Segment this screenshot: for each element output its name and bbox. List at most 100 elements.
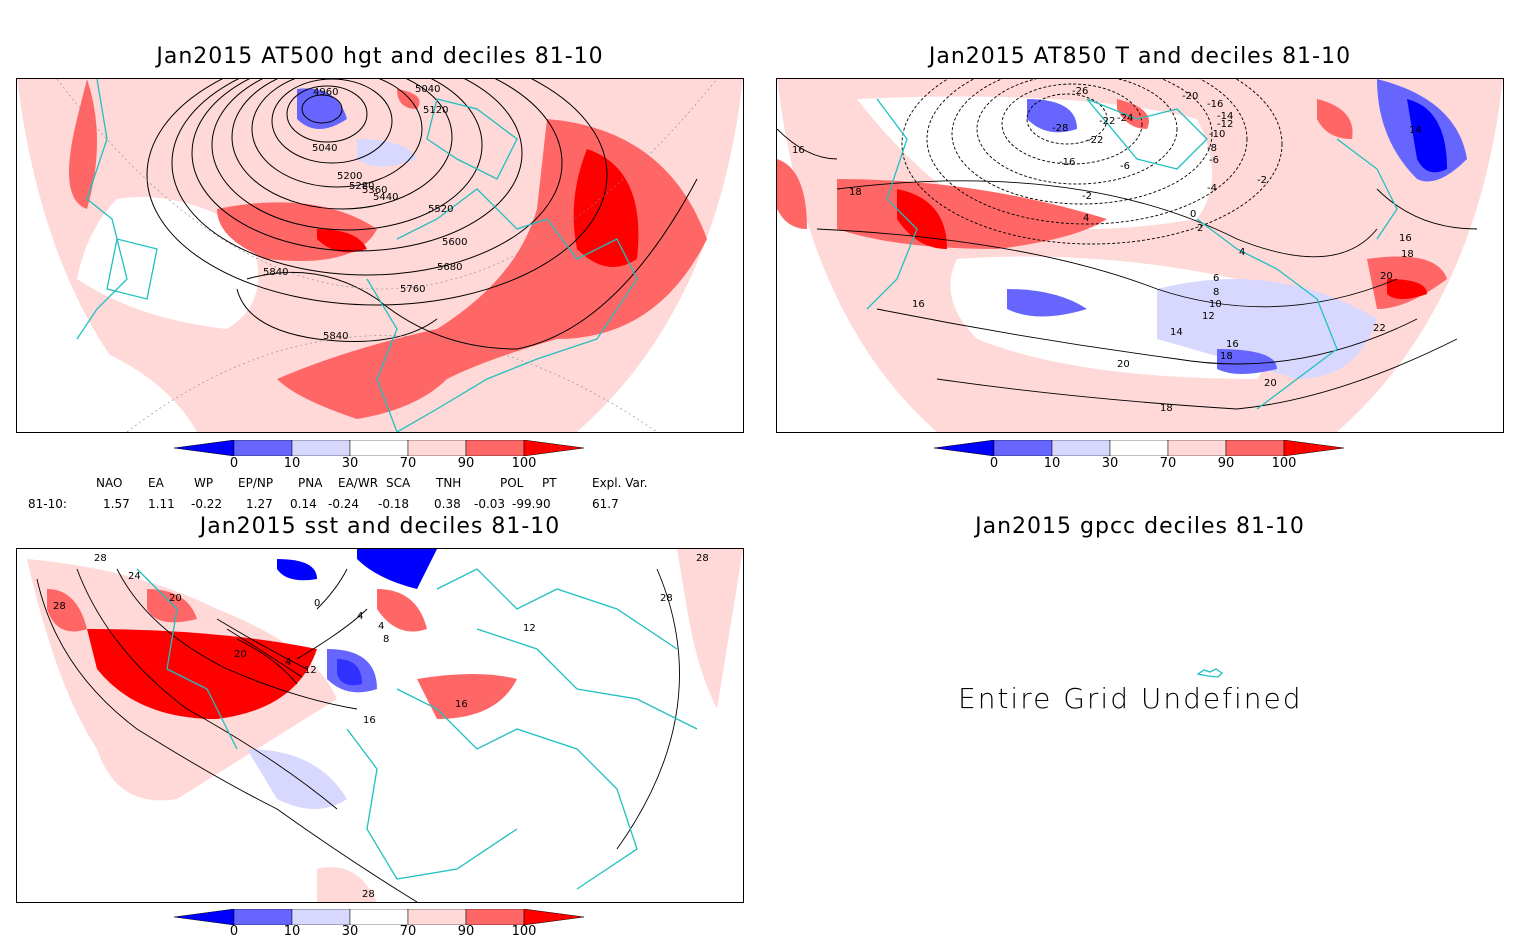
contour-label: 16 [363,715,376,726]
contour-label: 16 [1226,339,1239,350]
colorbar-label: 90 [457,456,475,471]
index-value: 1.27 [246,497,273,511]
colorbar-label: 70 [1159,456,1177,471]
contour-label: 5840 [323,331,348,342]
map-panel-t850: -26 -28 -22 -24 -22 -20 -16 -16 -14 -12 … [776,78,1504,433]
index-header: POL [500,476,524,490]
contour-label: 18 [849,187,862,198]
contour-label: -22 [1099,116,1115,127]
panel-title-tr: Jan2015 AT850 T and deciles 81-10 [928,44,1352,69]
island-mark [1196,668,1224,678]
contour-label: 5200 [337,171,362,182]
colorbar-label: 100 [1271,456,1297,471]
colorbar-label: 10 [283,456,301,471]
contour-label: 8 [383,634,389,645]
contour-label: -16 [1059,157,1075,168]
index-value: 61.7 [592,497,619,511]
undefined-grid-message: Entire Grid Undefined [958,682,1303,715]
index-row-label: 81-10: [28,497,67,511]
contour-label: -20 [1182,91,1198,102]
contour-label: 18 [1220,351,1233,362]
colorbar-tl: 0 10 30 70 90 100 [173,439,586,474]
contour-label: -12 [1217,119,1233,130]
contour-label: 4 [378,621,384,632]
contour-label: 5440 [373,192,398,203]
colorbar-swatches [173,439,585,457]
contour-label: 14 [1170,327,1183,338]
index-header: TNH [436,476,462,490]
contour-label: -6 [1209,155,1219,166]
index-header: EA [148,476,164,490]
contour-label: 16 [912,299,925,310]
contour-label: 4 [285,657,291,668]
contour-label: 2 [1197,223,1203,234]
contour-label: -10 [1209,129,1225,140]
contour-label: -14 [1217,111,1233,122]
panel-title-bl: Jan2015 sst and deciles 81-10 [199,514,561,539]
index-value: -0.24 [328,497,360,511]
contour-label: 28 [53,601,66,612]
contour-label: -16 [1207,99,1223,110]
contour-label: 20 [234,649,247,660]
index-header: NAO [96,476,123,490]
contour-label: 8 [1213,287,1219,298]
contour-label: 10 [1209,299,1222,310]
contour-label: 28 [696,553,709,564]
contour-label: 20 [1380,271,1393,282]
contour-label: 14 [1409,125,1422,136]
contour-label: 5760 [400,284,425,295]
contour-label: 20 [1117,359,1130,370]
contour-label: 4 [1239,247,1245,258]
contour-label: 22 [1373,323,1386,334]
colorbar-label: 30 [341,456,359,471]
map-panel-hgt500: 4960 5040 5040 5120 5200 5280 5360 5440 … [16,78,744,433]
contour-label: 20 [169,593,182,604]
index-value: 1.57 [103,497,130,511]
colorbar-label: 0 [989,456,999,471]
index-header: PNA [298,476,323,490]
index-value: -0.18 [378,497,410,511]
panel-title-tl: Jan2015 AT500 hgt and deciles 81-10 [156,44,604,69]
contour-label: 28 [94,553,107,564]
contour-label: 28 [660,593,673,604]
index-value: 0.38 [434,497,461,511]
contour-label: 18 [1160,403,1173,414]
contour-label: 24 [128,571,141,582]
contour-label: 0 [1190,209,1196,220]
panel-title-br: Jan2015 gpcc deciles 81-10 [975,514,1305,539]
contour-label: 28 [362,889,375,900]
contour-label: -24 [1117,113,1133,124]
contour-label: 12 [523,623,536,634]
colorbar-label: 70 [399,924,417,939]
colorbar-label: 10 [283,924,301,939]
colorbar-label: 0 [229,456,239,471]
contour-label: 20 [1264,378,1277,389]
contour-label: 4 [1083,213,1089,224]
contour-label: 16 [1399,233,1412,244]
colorbar-swatches [173,908,585,926]
colorbar-label: 100 [511,456,537,471]
contour-label: 6 [1213,273,1219,284]
contour-label: 5520 [428,204,453,215]
contour-label: -8 [1207,143,1217,154]
index-value: -0.22 [191,497,223,511]
contour-label: -22 [1087,135,1103,146]
contour-label: 4960 [313,87,338,98]
colorbar-label: 30 [1101,456,1119,471]
contour-label: 0 [314,598,320,609]
contour-label: 5280 [349,181,374,192]
contour-label: 12 [304,665,317,676]
contour-label: -28 [1052,123,1068,134]
index-header: PT [542,476,557,490]
contour-label: 5040 [312,143,337,154]
contour-label: 12 [1202,311,1215,322]
index-value: -99.90 [512,497,551,511]
index-header: Expl. Var. [592,476,648,490]
contour-label: 5120 [423,105,448,116]
colorbar-bl: 0 10 30 70 90 100 [173,908,586,940]
contour-label: 5360 [362,185,387,196]
colorbar-label: 90 [1217,456,1235,471]
index-header: WP [194,476,214,490]
contour-label: -2 [1257,175,1267,186]
colorbar-swatches [933,439,1345,457]
